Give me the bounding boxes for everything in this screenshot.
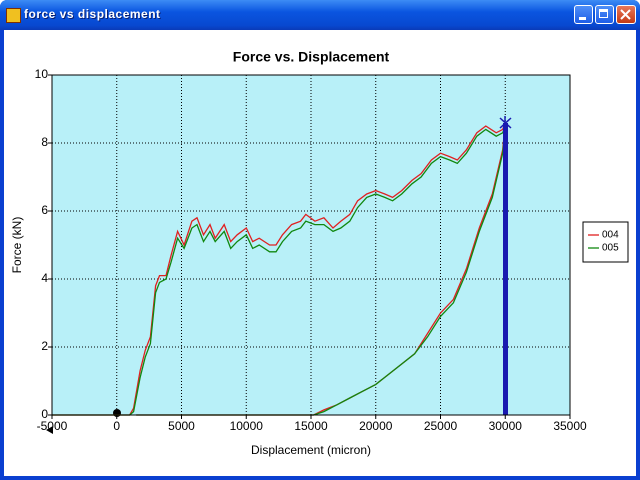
legend-box — [582, 221, 629, 263]
legend-label: 004 — [602, 230, 619, 241]
window-title: force vs displacement — [24, 7, 161, 21]
y-tick-label: 6 — [41, 203, 48, 217]
x-tick-label: 30000 — [489, 419, 523, 433]
series-line — [52, 122, 506, 416]
title-bar: force vs displacement — [0, 0, 640, 30]
y-tick-label: 10 — [35, 67, 49, 81]
plot-frame — [51, 74, 571, 416]
close-button[interactable] — [616, 5, 636, 24]
app-icon — [6, 8, 21, 23]
x-tick-label: 20000 — [359, 419, 393, 433]
x-tick-label: 15000 — [294, 419, 328, 433]
x-tick-label: 5000 — [168, 419, 195, 433]
cursor-marker — [499, 116, 512, 130]
x-tick-label: 10000 — [230, 419, 264, 433]
legend-label: 005 — [602, 243, 619, 254]
x-tick-label: -5000 — [37, 419, 68, 433]
series-line — [52, 125, 506, 416]
x-tick-label: 0 — [113, 419, 120, 433]
minimize-button[interactable] — [574, 5, 593, 24]
maximize-button[interactable] — [595, 5, 614, 24]
scroll-arrow[interactable] — [46, 426, 53, 434]
y-tick-label: 0 — [41, 407, 48, 421]
x-axis-label: Displacement (micron) — [251, 443, 371, 457]
close-glyph — [620, 9, 631, 20]
y-tick-label: 4 — [41, 271, 48, 285]
chart-title: Force vs. Displacement — [233, 49, 390, 65]
x-tick-label: 35000 — [553, 419, 587, 433]
y-tick-label: 8 — [41, 135, 48, 149]
x-tick-label: 25000 — [424, 419, 458, 433]
y-axis-label: Force (kN) — [10, 217, 24, 274]
y-tick-label: 2 — [41, 339, 48, 353]
cursor-line[interactable] — [503, 123, 508, 415]
